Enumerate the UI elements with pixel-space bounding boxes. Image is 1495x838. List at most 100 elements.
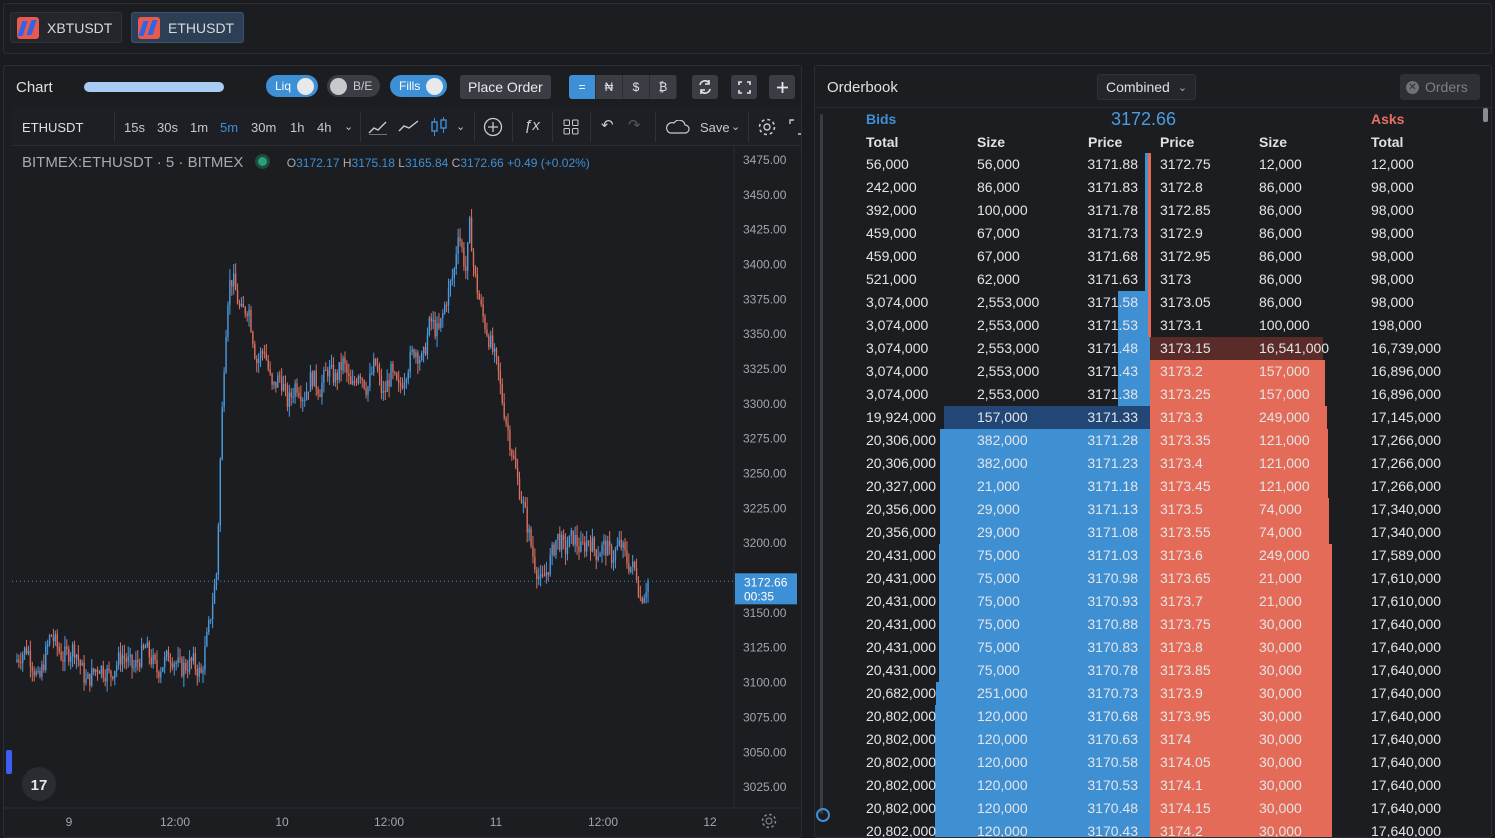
chevron-down-icon[interactable]: ⌄ — [344, 121, 354, 133]
candle-body — [269, 369, 271, 374]
orderbook-row[interactable]: 3,074,000 2,553,000 3171.38 3173.25 157,000 1… — [815, 383, 1491, 406]
orderbook-row[interactable]: 20,431,000 75,000 3170.83 3173.8 30,000 17,64… — [815, 636, 1491, 659]
y-tick-label: 3100.00 — [743, 676, 787, 690]
chevron-down-icon[interactable]: ⌄ — [456, 121, 466, 133]
orderbook-row[interactable]: 20,306,000 382,000 3171.28 3173.35 121,000 17… — [815, 429, 1491, 452]
candle-body — [572, 530, 574, 545]
depth-scroll-handle[interactable] — [816, 808, 830, 822]
save-button[interactable]: Save — [700, 120, 730, 135]
ask-total-cell: 16,739,000 — [1371, 340, 1442, 356]
ask-price-cell: 3173.2 — [1160, 363, 1203, 379]
orderbook-mode-dropdown[interactable]: Combined ⌄ — [1097, 74, 1197, 100]
orders-button[interactable]: ✕ Orders — [1400, 74, 1480, 100]
fullscreen-icon[interactable] — [789, 119, 802, 135]
orderbook-row[interactable]: 3,074,000 2,553,000 3171.53 3173.1 100,000 19… — [815, 314, 1491, 337]
timeframe-4h[interactable]: 4h — [317, 120, 332, 135]
tradingview-logo-icon[interactable]: 17 — [22, 767, 56, 801]
unit-dollar-button[interactable]: $ — [623, 75, 650, 99]
orderbook-row[interactable]: 392,000 100,000 3171.78 3172.85 86,000 98,000 — [815, 199, 1491, 222]
orderbook-row[interactable]: 20,802,000 120,000 3170.53 3174.1 30,000 17,6… — [815, 774, 1491, 797]
orderbook-row[interactable]: 19,924,000 157,000 3171.33 3173.3 249,000 17,… — [815, 406, 1491, 429]
x-tick-label: 11 — [490, 815, 503, 829]
settings-gear-icon[interactable] — [757, 117, 777, 137]
chart-size-slider[interactable] — [84, 82, 224, 92]
orderbook-row[interactable]: 459,000 67,000 3171.73 3172.9 86,000 98,000 — [815, 222, 1491, 245]
candle-body — [92, 668, 95, 673]
orderbook-row[interactable]: 20,802,000 120,000 3170.58 3174.05 30,000 17,… — [815, 751, 1491, 774]
liq-toggle[interactable]: Liq — [266, 75, 319, 97]
orderbook-row[interactable]: 20,431,000 75,000 3171.03 3173.6 249,000 17,5… — [815, 544, 1491, 567]
bid-total-cell: 20,802,000 — [866, 777, 937, 793]
chevron-down-icon[interactable]: ⌄ — [731, 121, 741, 133]
orderbook-row[interactable]: 242,000 86,000 3171.83 3172.8 86,000 98,000 — [815, 176, 1491, 199]
candle-body — [518, 478, 521, 499]
ask-total-cell: 98,000 — [1371, 248, 1414, 264]
axis-settings-gear-icon[interactable] — [761, 813, 777, 829]
fullscreen-button[interactable] — [731, 75, 757, 99]
orderbook-row[interactable]: 20,356,000 29,000 3171.08 3173.55 74,000 17,3… — [815, 521, 1491, 544]
tab-ethusdt[interactable]: ETHUSDT — [131, 12, 245, 43]
candle-body — [94, 669, 97, 673]
orderbook-row[interactable]: 20,431,000 75,000 3170.78 3173.85 30,000 17,6… — [815, 659, 1491, 682]
timeframe-1m[interactable]: 1m — [190, 120, 209, 135]
orderbook-row[interactable]: 20,356,000 29,000 3171.13 3173.5 74,000 17,34… — [815, 498, 1491, 521]
side-panel-handle[interactable] — [6, 750, 12, 774]
candle-body — [43, 664, 45, 671]
candle-body — [365, 388, 367, 395]
orderbook-row[interactable]: 459,000 67,000 3171.68 3172.95 86,000 98,000 — [815, 245, 1491, 268]
tab-xbtusdt[interactable]: XBTUSDT — [10, 12, 123, 43]
bars-style-icon[interactable] — [368, 119, 388, 135]
add-panel-button[interactable] — [769, 75, 795, 99]
fills-toggle[interactable]: Fills — [390, 75, 448, 97]
timeframe-5m[interactable]: 5m — [220, 120, 239, 135]
timeframe-15s[interactable]: 15s — [124, 120, 145, 135]
orderbook-row[interactable]: 56,000 56,000 3171.88 3172.75 12,000 12,000 — [815, 153, 1491, 176]
candle-body — [100, 666, 103, 675]
indicators-fx-icon[interactable]: ƒx — [524, 117, 540, 134]
candle-body — [357, 376, 360, 384]
orderbook-row[interactable]: 20,802,000 120,000 3170.63 3174 30,000 17,640… — [815, 728, 1491, 751]
be-toggle[interactable]: B/E — [327, 75, 381, 97]
orderbook-row[interactable]: 20,682,000 251,000 3170.73 3173.9 30,000 17,6… — [815, 682, 1491, 705]
orderbook-row[interactable]: 3,074,000 2,553,000 3171.48 3173.15 16,541,0… — [815, 337, 1491, 360]
x-tick-label: 12:00 — [588, 815, 618, 829]
orderbook-row[interactable]: 20,306,000 382,000 3171.23 3173.4 121,000 17,… — [815, 452, 1491, 475]
orderbook-row[interactable]: 20,431,000 75,000 3170.88 3173.75 30,000 17,6… — [815, 613, 1491, 636]
depth-scroll-track[interactable] — [820, 114, 823, 814]
bid-price-cell: 3170.48 — [1087, 800, 1138, 816]
timeframe-1h[interactable]: 1h — [290, 120, 305, 135]
refresh-button[interactable] — [692, 75, 718, 99]
orderbook-row[interactable]: 20,431,000 75,000 3170.98 3173.65 21,000 17,6… — [815, 567, 1491, 590]
unit-equal-button[interactable]: = — [569, 75, 596, 99]
redo-icon[interactable]: ↷ — [628, 117, 641, 134]
orderbook-row[interactable]: 20,802,000 120,000 3170.43 3174.2 30,000 17,6… — [815, 820, 1491, 837]
undo-icon[interactable]: ↶ — [601, 117, 614, 134]
orderbook-row[interactable]: 20,802,000 120,000 3170.68 3173.95 30,000 17,… — [815, 705, 1491, 728]
candle-body — [188, 658, 191, 672]
orderbook-row[interactable]: 521,000 62,000 3171.63 3173 86,000 98,000 — [815, 268, 1491, 291]
timeframe-30s[interactable]: 30s — [157, 120, 178, 135]
crosshair-plus-icon[interactable] — [483, 117, 503, 137]
layout-grid-icon[interactable] — [563, 119, 579, 135]
symbol-search[interactable]: ETHUSDT — [22, 120, 84, 135]
candle-body — [530, 528, 532, 546]
place-order-button[interactable]: Place Order — [460, 75, 551, 99]
scrollbar-thumb[interactable] — [1483, 108, 1488, 122]
ask-total-cell: 17,610,000 — [1371, 570, 1442, 586]
orderbook-row[interactable]: 3,074,000 2,553,000 3171.43 3173.2 157,000 16… — [815, 360, 1491, 383]
candle-body — [582, 541, 584, 543]
candles-style-icon[interactable] — [430, 117, 448, 137]
orderbook-row[interactable]: 20,327,000 21,000 3171.18 3173.45 121,000 17,… — [815, 475, 1491, 498]
unit-naira-button[interactable]: ₦ — [596, 75, 623, 99]
orderbook-row[interactable]: 20,431,000 75,000 3170.93 3173.7 21,000 17,61… — [815, 590, 1491, 613]
candle-body — [223, 372, 225, 408]
ask-depth-bar — [1150, 452, 1328, 475]
timeframe-30m[interactable]: 30m — [251, 120, 277, 135]
line-style-icon[interactable] — [398, 119, 420, 135]
candle-body — [125, 658, 127, 662]
unit-bitcoin-button[interactable]: ₿ — [650, 75, 677, 99]
orderbook-row[interactable]: 3,074,000 2,553,000 3171.58 3173.05 86,000 98… — [815, 291, 1491, 314]
orderbook-row[interactable]: 20,802,000 120,000 3170.48 3174.15 30,000 17,… — [815, 797, 1491, 820]
candle-body — [60, 651, 62, 660]
price-chart[interactable]: 17 3475.00 3450.00 3425.00 3400.00 3375.00 33… — [4, 66, 802, 838]
